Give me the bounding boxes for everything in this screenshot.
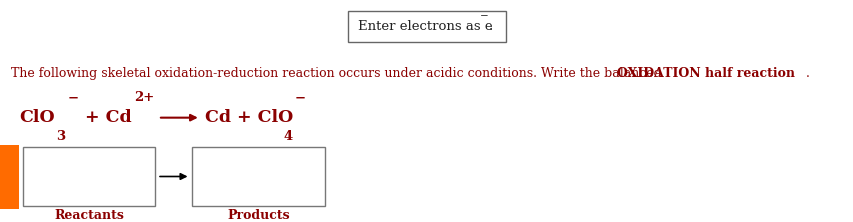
Text: Enter electrons as e: Enter electrons as e: [358, 20, 492, 33]
Text: + Cd: + Cd: [78, 109, 131, 126]
Text: 3: 3: [56, 130, 66, 143]
Bar: [23, 147, 155, 206]
Text: .: .: [805, 67, 809, 80]
Text: −: −: [67, 91, 78, 104]
Text: .: .: [488, 20, 492, 33]
Text: 2+: 2+: [134, 91, 154, 104]
Text: −: −: [294, 91, 305, 104]
Text: The following skeletal oxidation-reduction reaction occurs under acidic conditio: The following skeletal oxidation-reducti…: [11, 67, 665, 80]
Text: Cd + ClO: Cd + ClO: [205, 109, 293, 126]
Bar: [348, 11, 506, 42]
Bar: [0, 145, 19, 209]
Text: Products: Products: [227, 209, 290, 222]
Bar: [192, 147, 324, 206]
Text: −: −: [479, 12, 489, 21]
Text: Reactants: Reactants: [55, 209, 125, 222]
Text: OXIDATION half reaction: OXIDATION half reaction: [616, 67, 793, 80]
Text: 4: 4: [283, 130, 293, 143]
Text: ClO: ClO: [19, 109, 55, 126]
